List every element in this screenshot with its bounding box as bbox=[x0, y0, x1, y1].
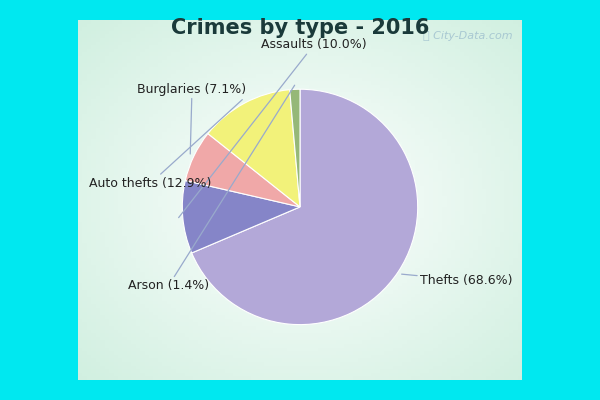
Text: Thefts (68.6%): Thefts (68.6%) bbox=[401, 274, 512, 287]
Wedge shape bbox=[208, 90, 300, 207]
Text: Burglaries (7.1%): Burglaries (7.1%) bbox=[137, 83, 247, 154]
Wedge shape bbox=[191, 89, 418, 325]
Wedge shape bbox=[185, 134, 300, 207]
Wedge shape bbox=[290, 89, 300, 207]
Text: Auto thefts (12.9%): Auto thefts (12.9%) bbox=[89, 100, 242, 190]
Text: Crimes by type - 2016: Crimes by type - 2016 bbox=[171, 18, 429, 38]
Wedge shape bbox=[182, 180, 300, 253]
Text: Arson (1.4%): Arson (1.4%) bbox=[128, 85, 295, 292]
Text: Assaults (10.0%): Assaults (10.0%) bbox=[179, 38, 367, 218]
Text: ⓘ City-Data.com: ⓘ City-Data.com bbox=[423, 31, 512, 41]
